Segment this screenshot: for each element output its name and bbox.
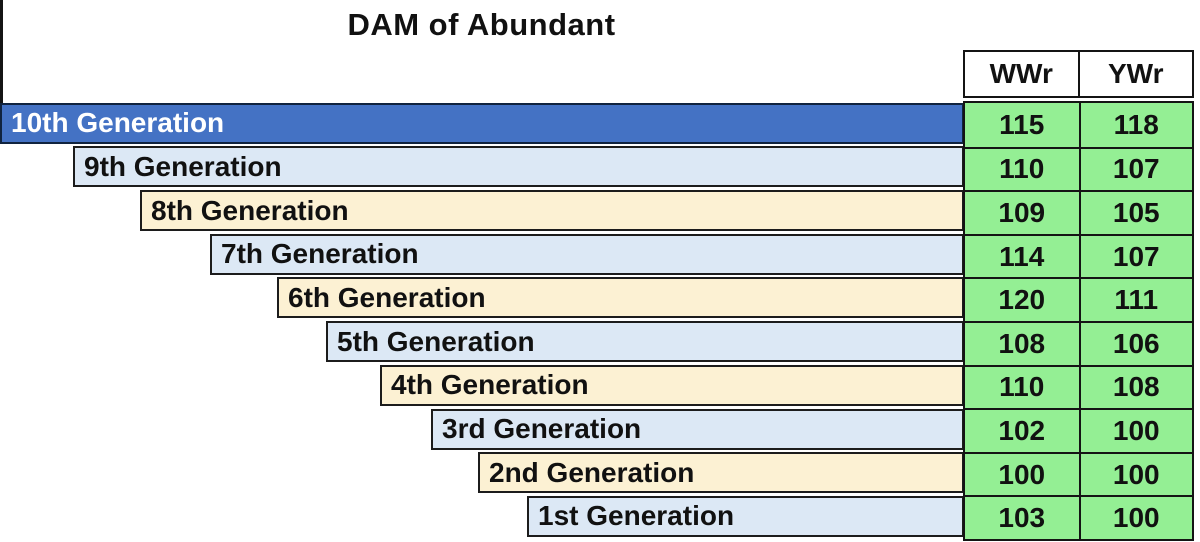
cell-wwr-10th: 115 — [999, 108, 1045, 140]
row-label: 5th Generation — [337, 325, 535, 357]
row-label: 4th Generation — [391, 369, 589, 401]
cell-wwr-6th: 120 — [965, 277, 1079, 321]
cell-wwr-7th: 114 — [965, 233, 1079, 278]
row-label: 6th Generation — [288, 281, 486, 313]
cell-ywr-1st: 100 — [1078, 495, 1192, 539]
row-bar-1st-generation: 1st Generation — [527, 495, 964, 537]
chart-title: DAM of Abundant — [347, 7, 616, 42]
cell-wwr-2nd: 100 — [965, 451, 1079, 496]
row-label: 3rd Generation — [442, 413, 642, 444]
cell-wwr-5th: 108 — [965, 320, 1079, 365]
row-label: 7th Generation — [221, 238, 419, 270]
row-bar-6th-generation: 6th Generation — [277, 277, 964, 319]
row-label: 2nd Generation — [489, 456, 695, 488]
row-bar-3rd-generation: 3rd Generation — [431, 408, 964, 450]
cell-ywr-8th: 105 — [1078, 190, 1192, 234]
row-bar-8th-generation: 8th Generation — [140, 190, 964, 231]
row-label: 8th Generation — [151, 194, 349, 226]
cell-ywr-2nd: 100 — [1078, 451, 1192, 496]
cell-ywr-10th: 118 — [1078, 103, 1193, 147]
cell-ywr-5th: 106 — [1078, 320, 1192, 365]
row-bar-5th-generation: 5th Generation — [326, 321, 964, 363]
row-label: 1st Generation — [538, 500, 735, 532]
cell-ywr-6th: 111 — [1078, 277, 1192, 321]
cell-wwr-3rd: 102 — [965, 408, 1079, 452]
value-column-headers: WWr YWr — [963, 50, 1194, 98]
value-table: 115 118 110 107 109 105 114 107 120 111 … — [963, 101, 1194, 541]
cell-ywr-9th: 107 — [1078, 146, 1192, 191]
row-label: 9th Generation — [84, 150, 282, 182]
cell-ywr-4th: 108 — [1078, 364, 1192, 409]
row-bar-10th-generation: 10th Generation — [0, 102, 964, 144]
column-header-wwr: WWr — [989, 58, 1053, 89]
cell-wwr-9th: 110 — [965, 146, 1079, 191]
row-bar-2nd-generation: 2nd Generation — [478, 452, 964, 494]
cell-ywr-7th: 107 — [1078, 233, 1192, 278]
row-bar-4th-generation: 4th Generation — [380, 364, 964, 406]
cell-ywr-3rd: 100 — [1078, 408, 1192, 452]
left-frame-line — [0, 0, 3, 105]
row-bar-9th-generation: 9th Generation — [73, 146, 964, 188]
row-bar-7th-generation: 7th Generation — [210, 233, 964, 275]
cell-wwr-8th: 109 — [965, 190, 1079, 234]
column-header-ywr: YWr — [1077, 52, 1193, 96]
cell-wwr-1st: 103 — [965, 495, 1079, 539]
row-label: 10th Generation — [11, 107, 225, 139]
cell-wwr-4th: 110 — [965, 364, 1079, 409]
